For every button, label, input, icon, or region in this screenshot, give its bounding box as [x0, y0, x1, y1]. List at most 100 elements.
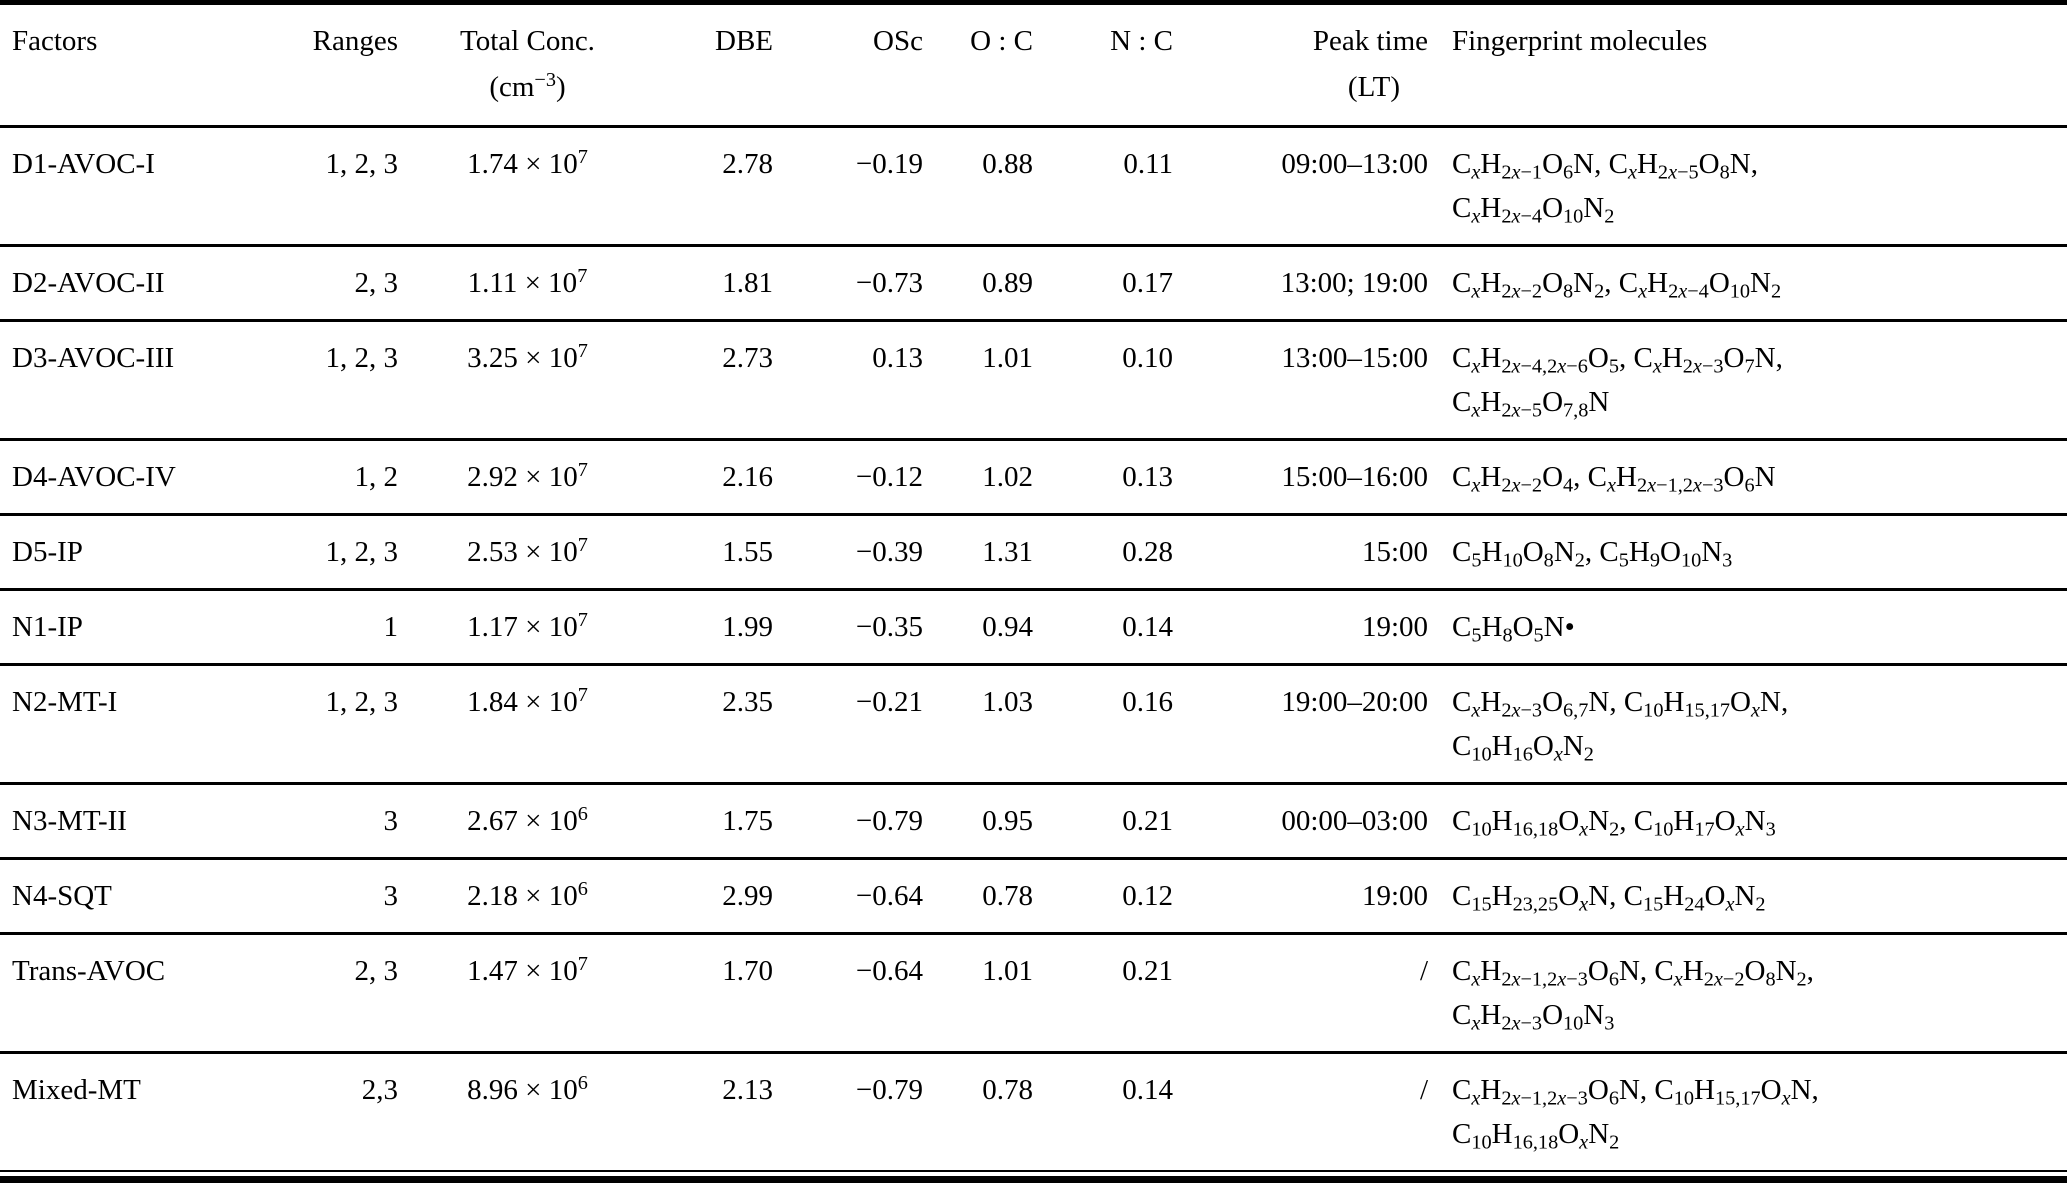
- subscript: 8: [1563, 280, 1574, 303]
- column-header-unit: (LT): [1347, 71, 1400, 103]
- superscript: 7: [577, 683, 588, 706]
- subscript: x: [1751, 700, 1760, 722]
- cell-conc: 1.11 × 107: [467, 264, 588, 299]
- cell-factor: N3-MT-II: [12, 805, 127, 837]
- subscript: 2x−4,2x−6: [1501, 355, 1588, 378]
- cell-nc: 0.28: [1122, 536, 1173, 568]
- subscript: 10: [1502, 549, 1523, 572]
- table-row: N2-MT-I 1, 2, 3 1.84 × 107 2.35 −0.21 1.03 0.1…: [0, 665, 2067, 784]
- superscript: 7: [577, 608, 588, 631]
- cell-conc: 3.25 × 107: [467, 339, 588, 374]
- subscript: 5: [1471, 549, 1482, 572]
- subscript: x: [1653, 356, 1662, 378]
- subscript: x: [1471, 700, 1480, 722]
- cell-factor: D3-AVOC-III: [12, 342, 175, 374]
- superscript: 7: [577, 339, 588, 362]
- subscript: 2x−1,2x−3: [1636, 474, 1724, 497]
- subscript: x: [1579, 894, 1588, 916]
- formula-line: C5H8O5N•: [1452, 611, 1575, 647]
- math-variable-x: x: [1471, 161, 1481, 184]
- math-variable-x: x: [1579, 818, 1589, 841]
- subscript: 15: [1642, 893, 1664, 916]
- cell-molecules: C5H10O8N2, C5H9O10N3: [1440, 515, 2067, 590]
- cell-nc: 0.13: [1122, 461, 1173, 493]
- table-row: N1-IP 1 1.17 × 107 1.99 −0.35 0.94 0.14 19:00 C5…: [0, 590, 2067, 665]
- subscript: 2x−4: [1501, 205, 1543, 228]
- formula-line: CxH2x−5O7,8N: [1452, 386, 1610, 422]
- formula-line: CxH2x−2O4, CxH2x−1,2x−3O6N: [1452, 461, 1776, 497]
- cell-factor: D2-AVOC-II: [12, 267, 165, 299]
- subscript: 10: [1643, 699, 1664, 722]
- column-header-ranges: Ranges: [280, 3, 410, 127]
- subscript: x: [1607, 475, 1616, 497]
- subscript: 6: [1744, 474, 1755, 497]
- column-header-peak: Peak time (LT): [1185, 3, 1440, 127]
- cell-osc: −0.19: [855, 148, 923, 180]
- subscript: 2x−5: [1501, 399, 1543, 422]
- subscript: 2x−3: [1501, 1012, 1543, 1035]
- cell-conc: 2.67 × 106: [467, 802, 588, 837]
- table-row: N4-SQT 3 2.18 × 106 2.99 −0.64 0.78 0.12 19:00 C…: [0, 859, 2067, 934]
- cell-osc: −0.21: [855, 686, 923, 718]
- subscript: x: [1554, 744, 1563, 766]
- cell-conc: 2.92 × 107: [467, 458, 588, 493]
- column-header-label: Factors: [12, 25, 98, 57]
- cell-oc: 0.78: [982, 880, 1033, 912]
- subscript: 6: [1608, 1087, 1619, 1110]
- superscript: 7: [577, 952, 588, 975]
- cell-peak: 19:00: [1361, 611, 1428, 643]
- column-header-label: O : C: [970, 25, 1033, 57]
- column-header-dbe: DBE: [645, 3, 785, 127]
- cell-osc: −0.64: [855, 880, 923, 912]
- subscript: 8: [1543, 549, 1554, 572]
- table-row: D3-AVOC-III 1, 2, 3 3.25 × 107 2.73 0.13 1.01…: [0, 321, 2067, 440]
- cell-peak: 09:00–13:00: [1281, 148, 1428, 180]
- cell-nc: 0.12: [1122, 880, 1173, 912]
- subscript: 3: [1604, 1012, 1615, 1035]
- subscript: 2: [1609, 1131, 1620, 1154]
- math-variable-x: x: [1553, 743, 1563, 766]
- cell-nc: 0.10: [1122, 342, 1173, 374]
- formula-line: CxH2x−1O6N, CxH2x−5O8N,: [1452, 148, 1758, 184]
- cell-ranges: 1, 2, 3: [325, 686, 399, 718]
- column-header-oc: O : C: [935, 3, 1045, 127]
- subscript: 2: [1574, 549, 1585, 572]
- subscript: x: [1638, 281, 1647, 303]
- math-variable-x: x: [1471, 1012, 1481, 1035]
- formula-line: CxH2x−1,2x−3O6N, CxH2x−2O8N2,: [1452, 955, 1814, 991]
- formula-line: C5H10O8N2, C5H9O10N3: [1452, 536, 1733, 572]
- subscript: 8: [1502, 624, 1513, 647]
- table-row: D1-AVOC-I 1, 2, 3 1.74 × 107 2.78 −0.19 0.88 0…: [0, 127, 2067, 246]
- subscript: 10: [1471, 743, 1492, 766]
- subscript: x: [1471, 281, 1480, 303]
- math-variable-x: x: [1471, 968, 1481, 991]
- column-header-label: OSc: [873, 25, 923, 57]
- math-variable-x: x: [1638, 280, 1648, 303]
- subscript: 6: [1608, 968, 1619, 991]
- superscript: 6: [577, 802, 588, 825]
- cell-osc: 0.13: [872, 342, 923, 374]
- table-row: D2-AVOC-II 2, 3 1.11 × 107 1.81 −0.73 0.89 0.1…: [0, 246, 2067, 321]
- superscript: 7: [577, 145, 588, 168]
- subscript: 6: [1563, 161, 1574, 184]
- cell-oc: 0.89: [982, 267, 1033, 299]
- subscript: 8: [1765, 968, 1776, 991]
- subscript: 9: [1649, 549, 1660, 572]
- cell-oc: 0.78: [982, 1074, 1033, 1106]
- cell-ranges: 1, 2, 3: [325, 536, 399, 568]
- math-variable-x: x: [1735, 818, 1745, 841]
- subscript: 7: [1744, 355, 1755, 378]
- cell-peak: 19:00: [1361, 880, 1428, 912]
- subscript: 10: [1729, 280, 1751, 303]
- cell-conc: 1.17 × 107: [467, 608, 588, 643]
- subscript: 2: [1609, 818, 1620, 841]
- subscript: x: [1471, 356, 1480, 378]
- cell-ranges: 2, 3: [354, 955, 399, 987]
- subscript: 5: [1533, 624, 1544, 647]
- subscript: x: [1782, 1088, 1791, 1110]
- cell-ranges: 3: [383, 880, 399, 912]
- cell-molecules: C5H8O5N•: [1440, 590, 2067, 665]
- subscript: 4: [1563, 474, 1574, 497]
- cell-dbe: 1.55: [722, 536, 773, 568]
